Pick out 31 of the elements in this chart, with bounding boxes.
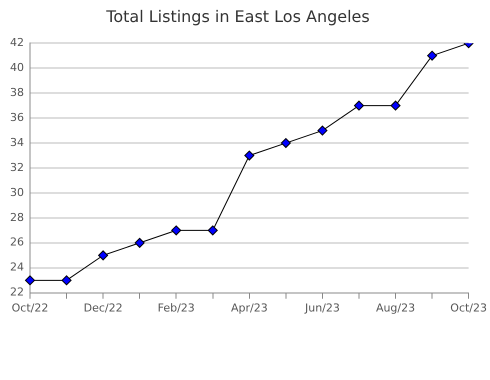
point (98, 250, 108, 260)
y-tick-label: 32 (10, 160, 24, 174)
point (134, 238, 145, 248)
point (427, 50, 438, 61)
y-tick-label: 22 (10, 286, 24, 299)
point (280, 138, 291, 148)
y-tick-label: 40 (10, 61, 24, 74)
y-tick-label: 38 (10, 86, 24, 99)
x-tick-label: Aug/23 (376, 301, 416, 314)
y-tick-label: 24 (10, 260, 24, 274)
y-tick-label: 26 (10, 236, 24, 249)
y-tick-label: 28 (10, 210, 24, 224)
chart-title: Total Listings in East Los Angeles (105, 6, 370, 26)
x-tick-label: Dec/22 (84, 301, 123, 314)
point (24, 275, 35, 286)
point (62, 275, 72, 286)
y-tick-label: 36 (10, 110, 24, 124)
point (171, 225, 182, 236)
x-tick-label: Apr/23 (230, 301, 268, 314)
point (208, 225, 218, 236)
y-tick-label: 30 (10, 186, 24, 199)
point (317, 126, 328, 136)
point (244, 150, 254, 161)
x-tick-label: Feb/23 (158, 301, 195, 314)
x-tick-label: Oct/22 (12, 301, 48, 314)
y-tick-label: 42 (10, 36, 24, 50)
y-tick-label: 34 (10, 136, 24, 149)
x-tick-label: Oct/23 (450, 301, 488, 314)
point (390, 100, 401, 111)
x-tick-label: Jun/23 (304, 301, 340, 314)
point (354, 100, 364, 111)
